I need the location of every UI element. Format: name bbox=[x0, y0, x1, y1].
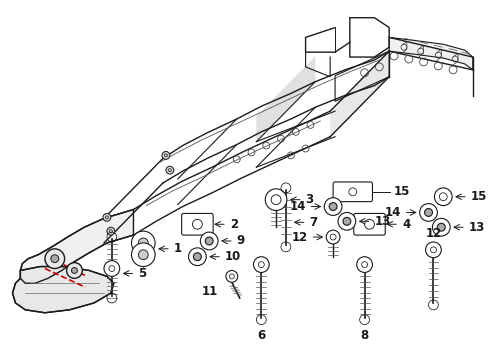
Circle shape bbox=[193, 253, 201, 261]
Text: 12: 12 bbox=[291, 230, 307, 244]
Text: 13: 13 bbox=[374, 215, 390, 228]
Text: 1: 1 bbox=[173, 242, 182, 255]
Text: 9: 9 bbox=[236, 234, 244, 247]
Circle shape bbox=[131, 231, 155, 255]
Circle shape bbox=[337, 212, 355, 230]
Circle shape bbox=[325, 230, 339, 244]
Circle shape bbox=[107, 227, 115, 235]
Circle shape bbox=[162, 152, 169, 159]
Text: 6: 6 bbox=[257, 329, 265, 342]
Text: 8: 8 bbox=[360, 329, 368, 342]
Text: 10: 10 bbox=[224, 250, 241, 263]
Circle shape bbox=[104, 261, 120, 276]
Circle shape bbox=[419, 204, 436, 221]
Polygon shape bbox=[13, 266, 114, 313]
Circle shape bbox=[138, 238, 148, 248]
Circle shape bbox=[188, 248, 206, 266]
Text: 11: 11 bbox=[202, 285, 218, 298]
Circle shape bbox=[424, 208, 431, 216]
Text: 2: 2 bbox=[229, 218, 238, 231]
Circle shape bbox=[264, 189, 286, 211]
Circle shape bbox=[324, 198, 341, 215]
Circle shape bbox=[431, 219, 449, 236]
Text: 15: 15 bbox=[393, 185, 409, 198]
Circle shape bbox=[71, 267, 77, 274]
FancyBboxPatch shape bbox=[353, 213, 385, 235]
Circle shape bbox=[200, 232, 218, 250]
Polygon shape bbox=[329, 51, 388, 137]
Circle shape bbox=[45, 249, 64, 269]
Circle shape bbox=[425, 242, 440, 258]
Text: 15: 15 bbox=[470, 190, 486, 203]
Circle shape bbox=[103, 213, 111, 221]
Circle shape bbox=[436, 223, 444, 231]
FancyBboxPatch shape bbox=[332, 182, 372, 202]
Polygon shape bbox=[20, 210, 133, 283]
Text: 7: 7 bbox=[309, 216, 317, 229]
Circle shape bbox=[165, 166, 173, 174]
Text: 13: 13 bbox=[468, 221, 484, 234]
Polygon shape bbox=[388, 37, 472, 70]
Circle shape bbox=[342, 217, 350, 225]
Circle shape bbox=[225, 270, 237, 282]
Text: 4: 4 bbox=[401, 218, 409, 231]
Circle shape bbox=[51, 255, 59, 262]
Text: 14: 14 bbox=[384, 206, 400, 219]
Circle shape bbox=[356, 257, 372, 273]
Text: 12: 12 bbox=[425, 227, 441, 240]
FancyBboxPatch shape bbox=[181, 213, 213, 235]
Text: 5: 5 bbox=[138, 267, 146, 280]
Circle shape bbox=[253, 257, 268, 273]
Circle shape bbox=[138, 250, 148, 260]
Circle shape bbox=[328, 203, 336, 211]
Circle shape bbox=[66, 262, 82, 278]
Circle shape bbox=[131, 243, 155, 266]
Circle shape bbox=[205, 237, 213, 245]
Text: 3: 3 bbox=[305, 193, 313, 206]
Polygon shape bbox=[256, 56, 315, 141]
Text: 14: 14 bbox=[288, 200, 305, 213]
Circle shape bbox=[433, 188, 451, 206]
